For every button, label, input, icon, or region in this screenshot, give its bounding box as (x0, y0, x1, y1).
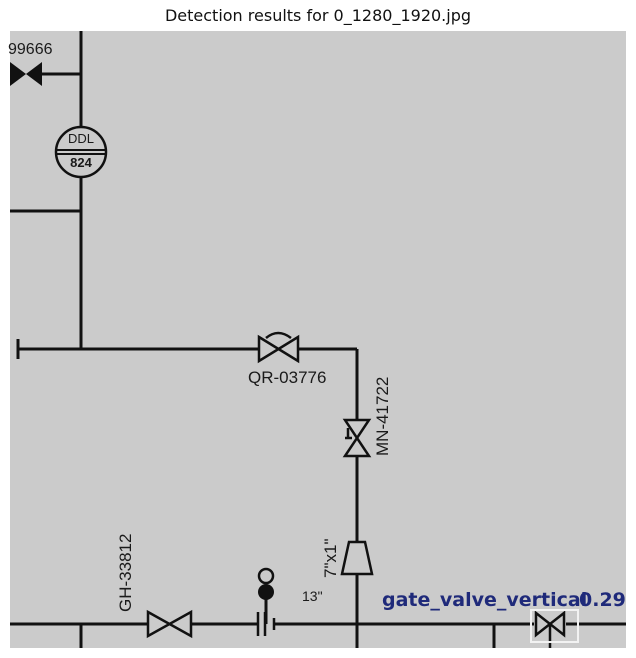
gate-valve-top-left (10, 62, 42, 86)
reducer (340, 540, 374, 576)
detection-score-label: 0.29 (579, 589, 626, 611)
instrument-bubble-ddl (54, 125, 108, 179)
instrument-label-bottom: 824 (70, 155, 92, 170)
valve-gh-33812 (146, 609, 193, 639)
valve-qr-03776 (257, 331, 300, 364)
flange-bottom (256, 612, 276, 636)
valve-mn-41722 (342, 418, 372, 458)
label-mn-41722: MN-41722 (373, 377, 392, 456)
label-qr-03776: QR-03776 (248, 368, 326, 387)
label-reducer: 7"x1" (321, 539, 340, 578)
figure-title: Detection results for 0_1280_1920.jpg (164, 6, 472, 25)
instrument-label-top: DDL (68, 131, 94, 146)
pipe-lines (10, 31, 626, 648)
label-13-inch: 13" (302, 588, 323, 604)
detected-gate-valve (534, 610, 566, 648)
detection-bounding-box (530, 609, 579, 643)
label-gh-33812: GH-33812 (116, 534, 135, 612)
tag-99666: 99666 (8, 41, 53, 58)
diagram-background (10, 31, 626, 648)
detection-class-label: gate_valve_vertical (382, 589, 587, 611)
instrument-symbol (257, 567, 275, 600)
